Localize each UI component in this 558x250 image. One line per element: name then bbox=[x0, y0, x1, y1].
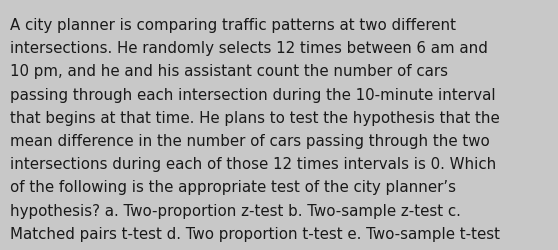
Text: Matched pairs t-test d. Two proportion t-test e. Two-sample t-test: Matched pairs t-test d. Two proportion t… bbox=[10, 226, 500, 241]
Text: A city planner is comparing traffic patterns at two different: A city planner is comparing traffic patt… bbox=[10, 18, 456, 33]
Text: of the following is the appropriate test of the city planner’s: of the following is the appropriate test… bbox=[10, 180, 456, 194]
Text: intersections during each of those 12 times intervals is 0. Which: intersections during each of those 12 ti… bbox=[10, 156, 496, 172]
Text: 10 pm, and he and his assistant count the number of cars: 10 pm, and he and his assistant count th… bbox=[10, 64, 448, 79]
Text: hypothesis? a. Two-proportion z-test b. Two-sample z-test c.: hypothesis? a. Two-proportion z-test b. … bbox=[10, 203, 461, 218]
Text: that begins at that time. He plans to test the hypothesis that the: that begins at that time. He plans to te… bbox=[10, 110, 500, 125]
Text: mean difference in the number of cars passing through the two: mean difference in the number of cars pa… bbox=[10, 134, 490, 148]
Text: intersections. He randomly selects 12 times between 6 am and: intersections. He randomly selects 12 ti… bbox=[10, 41, 488, 56]
Text: passing through each intersection during the 10-minute interval: passing through each intersection during… bbox=[10, 87, 496, 102]
